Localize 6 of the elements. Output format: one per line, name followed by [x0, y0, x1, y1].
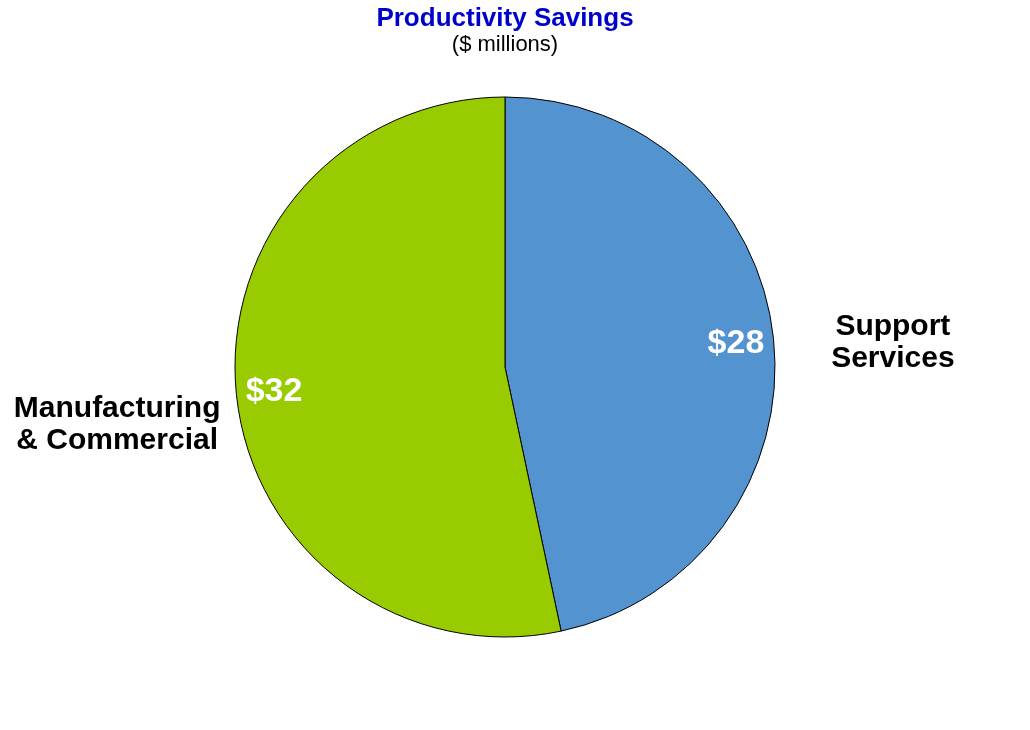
chart-title: Productivity Savings	[376, 2, 634, 32]
slice-label: Manufacturing & Commercial	[13, 389, 221, 455]
slice-label: Support Services	[831, 308, 955, 374]
data-label: $28	[707, 321, 765, 360]
data-label: $32	[245, 370, 303, 409]
chart-subtitle: ($ millions)	[451, 31, 559, 56]
